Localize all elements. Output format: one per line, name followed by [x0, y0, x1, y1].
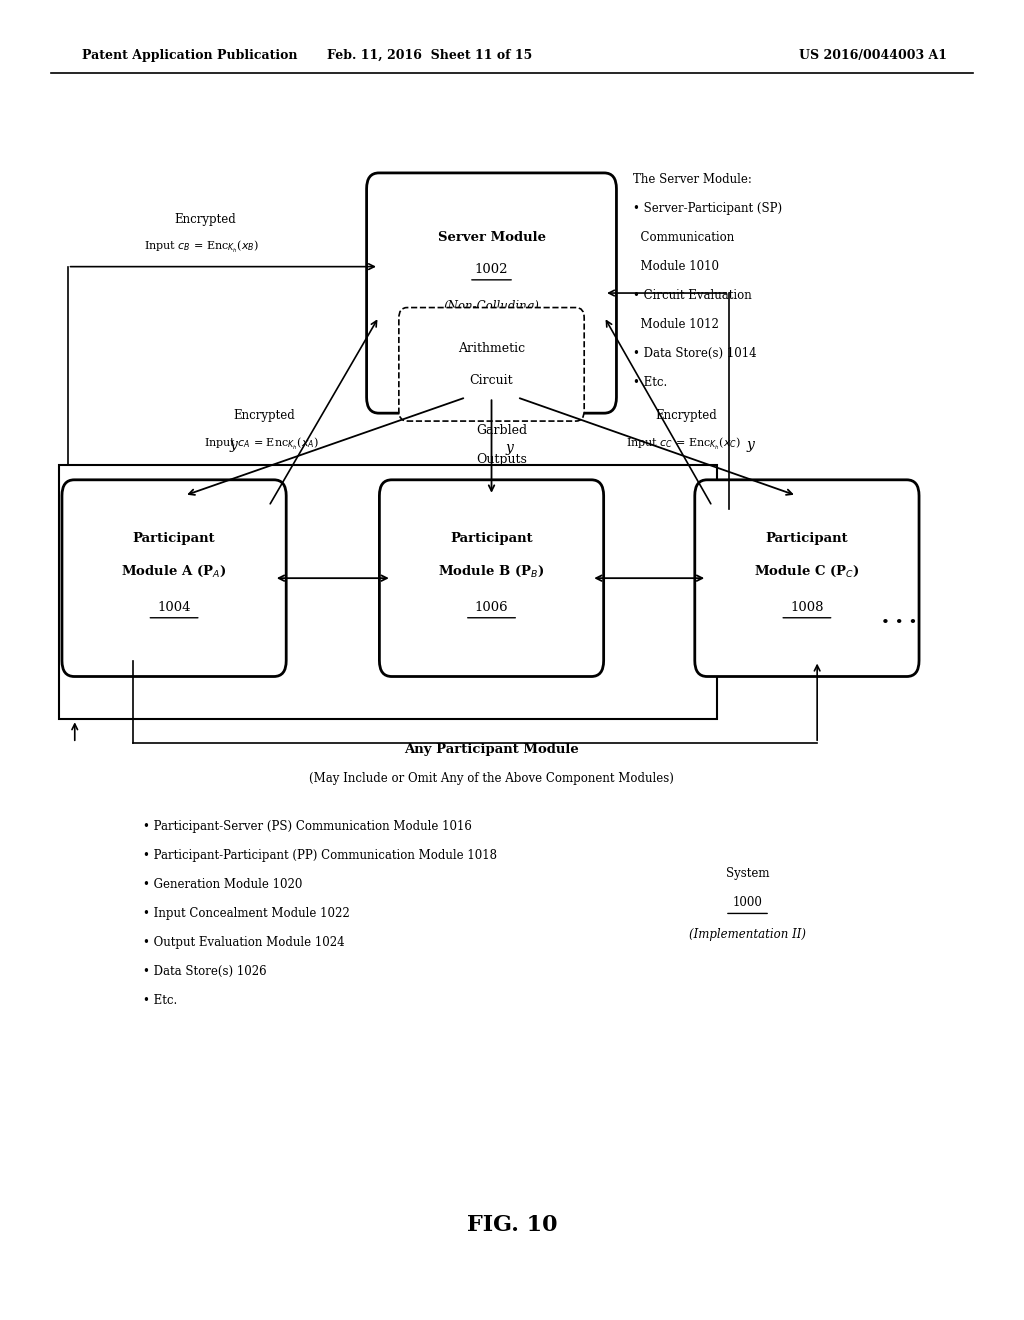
Text: • Input Concealment Module 1022: • Input Concealment Module 1022 — [143, 907, 350, 920]
Text: Module B (P$_B$): Module B (P$_B$) — [438, 564, 545, 579]
Text: • Etc.: • Etc. — [633, 376, 667, 389]
Text: System: System — [726, 867, 769, 880]
Text: Arithmetic: Arithmetic — [458, 342, 525, 355]
Text: • Circuit Evaluation: • Circuit Evaluation — [633, 289, 752, 302]
Text: (Non-Colluding): (Non-Colluding) — [443, 300, 540, 313]
Text: 1000: 1000 — [732, 896, 763, 909]
Text: US 2016/0044003 A1: US 2016/0044003 A1 — [799, 49, 947, 62]
Text: Communication: Communication — [633, 231, 734, 244]
Text: • Server-Participant (SP): • Server-Participant (SP) — [633, 202, 782, 215]
Text: 1004: 1004 — [158, 601, 190, 614]
Text: Module 1010: Module 1010 — [633, 260, 719, 273]
Text: Module 1012: Module 1012 — [633, 318, 719, 331]
Text: Any Participant Module: Any Participant Module — [404, 743, 579, 756]
FancyBboxPatch shape — [367, 173, 616, 413]
Text: 1006: 1006 — [475, 601, 508, 614]
Text: • Data Store(s) 1014: • Data Store(s) 1014 — [633, 347, 757, 360]
Text: Encrypted: Encrypted — [174, 213, 236, 226]
Text: • Output Evaluation Module 1024: • Output Evaluation Module 1024 — [143, 936, 345, 949]
FancyBboxPatch shape — [379, 479, 603, 676]
Text: Participant: Participant — [133, 532, 215, 545]
Text: y: y — [746, 438, 755, 453]
Text: • Data Store(s) 1026: • Data Store(s) 1026 — [143, 965, 267, 978]
Text: Outputs: Outputs — [476, 453, 527, 466]
Text: • Generation Module 1020: • Generation Module 1020 — [143, 878, 303, 891]
Text: Input $c_C$ = Enc$_{K_h}$($x_C$): Input $c_C$ = Enc$_{K_h}$($x_C$) — [626, 436, 740, 451]
Text: FIG. 10: FIG. 10 — [467, 1214, 557, 1236]
Text: Patent Application Publication: Patent Application Publication — [82, 49, 297, 62]
Text: Input $c_A$ = Enc$_{K_h}$($x_A$): Input $c_A$ = Enc$_{K_h}$($x_A$) — [204, 436, 318, 451]
FancyBboxPatch shape — [398, 308, 584, 421]
Text: 1002: 1002 — [475, 263, 508, 276]
Text: y: y — [229, 438, 238, 453]
Text: • • •: • • • — [881, 616, 918, 630]
Text: Input $c_B$ = Enc$_{K_h}$($x_B$): Input $c_B$ = Enc$_{K_h}$($x_B$) — [144, 239, 259, 255]
Text: Module C (P$_C$): Module C (P$_C$) — [754, 564, 860, 579]
Text: Encrypted: Encrypted — [233, 409, 295, 422]
Text: 1008: 1008 — [791, 601, 823, 614]
Text: Participant: Participant — [451, 532, 532, 545]
Text: y: y — [506, 441, 514, 455]
Text: Module A (P$_A$): Module A (P$_A$) — [122, 564, 226, 579]
Text: • Participant-Server (PS) Communication Module 1016: • Participant-Server (PS) Communication … — [143, 820, 472, 833]
Text: Participant: Participant — [766, 532, 848, 545]
Text: (Implementation II): (Implementation II) — [689, 928, 806, 941]
Text: (May Include or Omit Any of the Above Component Modules): (May Include or Omit Any of the Above Co… — [309, 772, 674, 785]
Text: Garbled: Garbled — [476, 424, 527, 437]
Text: Server Module: Server Module — [437, 231, 546, 244]
FancyBboxPatch shape — [694, 479, 920, 676]
Text: The Server Module:: The Server Module: — [633, 173, 752, 186]
FancyBboxPatch shape — [62, 479, 287, 676]
Text: Circuit: Circuit — [470, 374, 513, 387]
Text: Feb. 11, 2016  Sheet 11 of 15: Feb. 11, 2016 Sheet 11 of 15 — [328, 49, 532, 62]
Text: Encrypted: Encrypted — [655, 409, 717, 422]
Text: • Participant-Participant (PP) Communication Module 1018: • Participant-Participant (PP) Communica… — [143, 849, 498, 862]
Text: • Etc.: • Etc. — [143, 994, 177, 1007]
